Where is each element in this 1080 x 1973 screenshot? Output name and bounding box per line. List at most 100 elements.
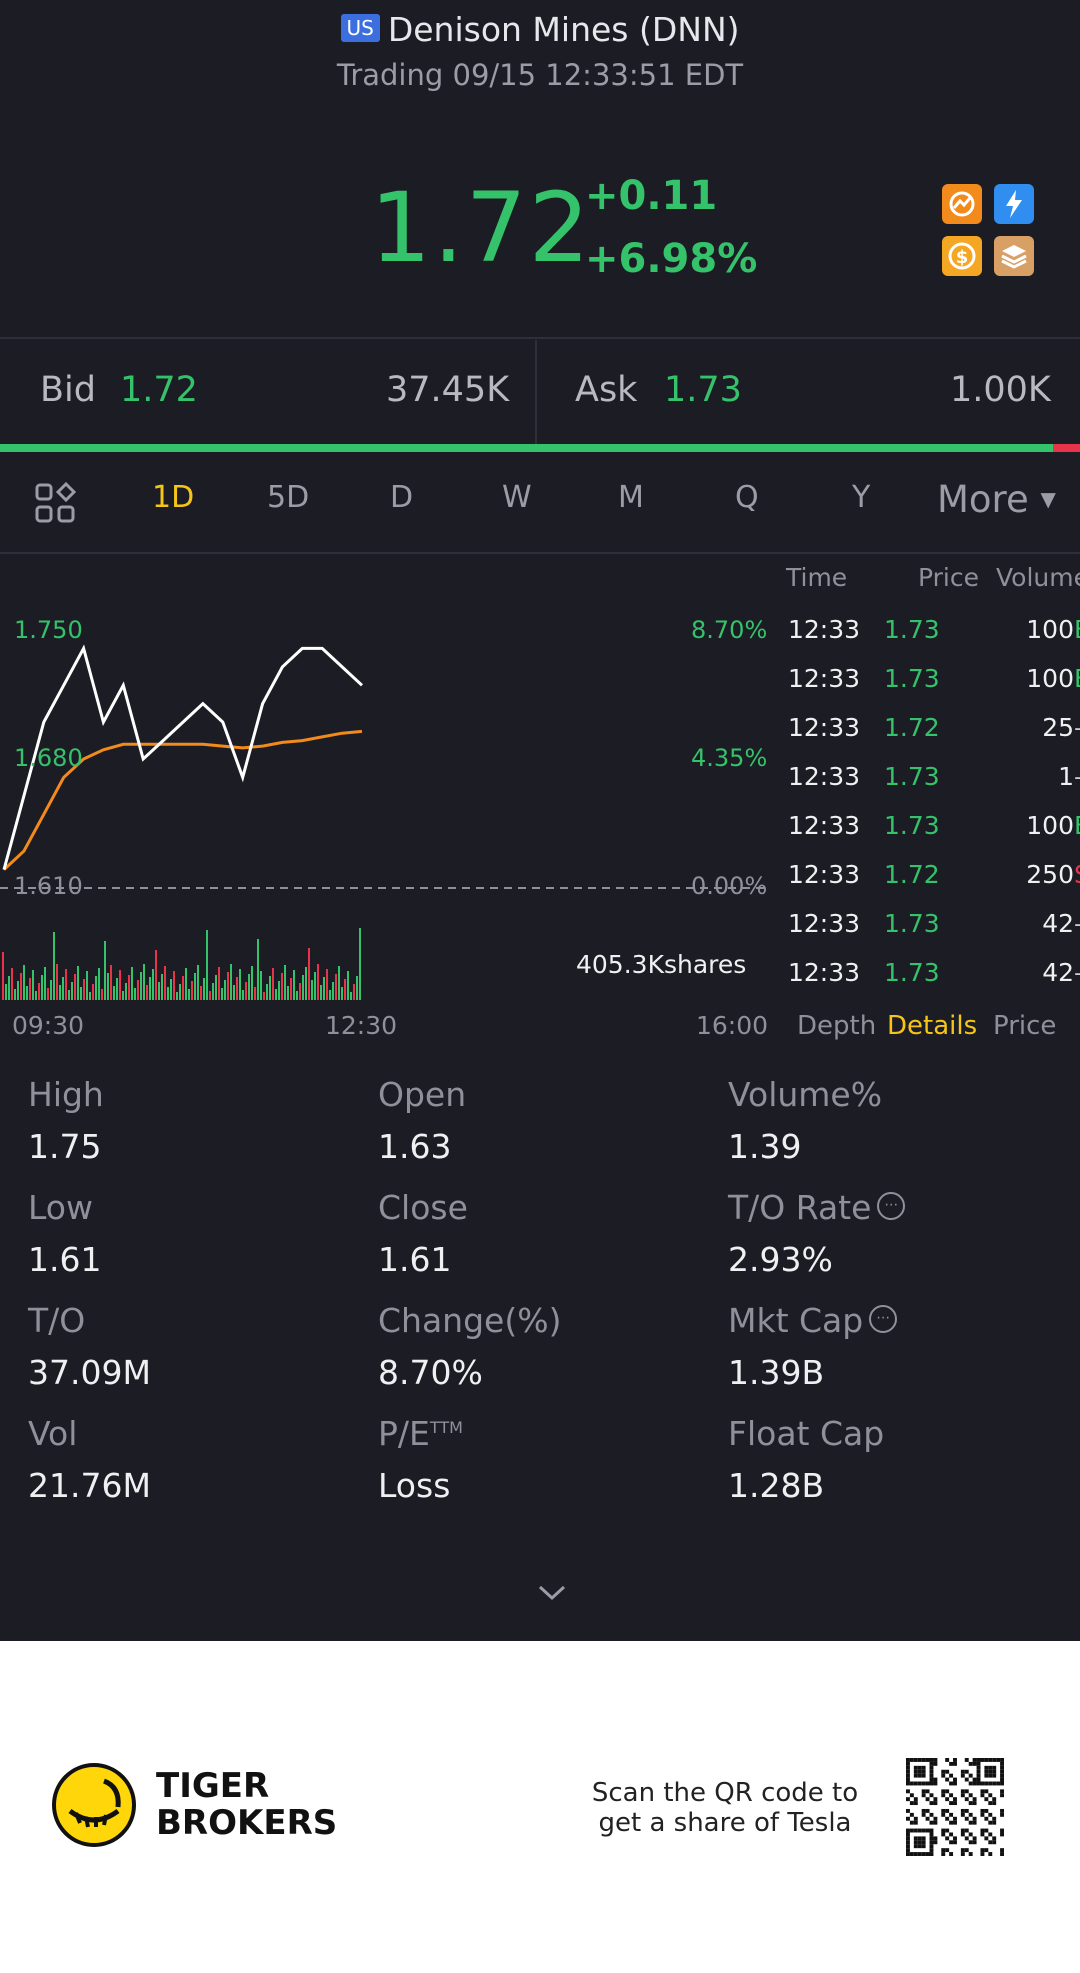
volume-bar <box>32 970 34 1000</box>
trade-price: 1.72 <box>884 713 940 742</box>
volume-bar <box>212 983 214 1000</box>
volume-bar <box>71 982 73 1000</box>
trade-price: 1.73 <box>884 615 940 644</box>
stack-icon[interactable] <box>994 236 1034 276</box>
volume-bar <box>191 981 193 1000</box>
volume-bar <box>143 964 145 1000</box>
volume-bar <box>314 972 316 1000</box>
volume-bar <box>353 984 355 1000</box>
volume-bar <box>20 973 22 1000</box>
tab-5d[interactable]: 5D <box>267 480 310 515</box>
cta-line1: Scan the QR code to <box>591 1778 859 1808</box>
volume-bar <box>194 973 196 1000</box>
trade-flag: B <box>1074 664 1080 693</box>
subtab-details[interactable]: Details <box>887 1011 978 1041</box>
volume-bar <box>320 985 322 1000</box>
tab-more-label: More <box>937 478 1029 521</box>
divider <box>0 552 1080 554</box>
volume-bar <box>59 985 61 1000</box>
volume-bar <box>95 976 97 1000</box>
subtab-price[interactable]: Price <box>993 1011 1057 1041</box>
trade-time: 12:33 <box>788 615 861 644</box>
divider <box>0 337 1080 339</box>
intraday-chart[interactable] <box>0 555 780 1045</box>
bid-ratio-fill <box>0 444 1053 452</box>
brand-name: TIGER BROKERS <box>156 1768 337 1842</box>
market-badge: US <box>340 13 380 42</box>
volume-bar <box>161 974 163 1000</box>
trade-volume: 42– <box>1042 958 1080 987</box>
ask-size: 1.00K <box>950 370 1051 410</box>
volume-bar <box>2 952 4 1000</box>
tab-y[interactable]: Y <box>852 480 871 515</box>
layout-grid-icon[interactable] <box>34 481 78 530</box>
volume-bar <box>8 976 10 1000</box>
tab-q[interactable]: Q <box>735 480 759 515</box>
stat-label: P/ETTM <box>378 1414 463 1453</box>
cta-line2: get a share of Tesla <box>598 1808 852 1838</box>
info-icon[interactable]: ⋯ <box>877 1191 906 1220</box>
trade-volume: 25– <box>1042 713 1080 742</box>
volume-bar <box>104 941 106 1000</box>
tab-more[interactable]: More ▼ <box>937 478 1056 521</box>
trading-status: Trading 09/15 12:33:51 EDT <box>336 58 744 92</box>
volume-bar <box>326 969 328 1000</box>
volume-bar <box>242 990 244 1000</box>
lightning-icon[interactable] <box>994 184 1034 224</box>
price-change-pct: +6.98% <box>585 236 758 282</box>
bid-ask-divider <box>535 340 537 444</box>
x-label-close: 16:00 <box>696 1011 769 1040</box>
stat-value: 1.28B <box>728 1466 825 1505</box>
volume-bar <box>62 977 64 1000</box>
volume-bar <box>305 967 307 1000</box>
volume-bar <box>329 990 331 1000</box>
volume-bar <box>263 992 265 1000</box>
volume-bar <box>248 974 250 1000</box>
stat-value: 1.75 <box>28 1127 102 1166</box>
info-icon[interactable]: ⋯ <box>869 1304 898 1333</box>
volume-bar <box>347 971 349 1000</box>
trade-row: 12:33 1.73 42– <box>788 909 1080 958</box>
trade-price: 1.73 <box>884 664 940 693</box>
x-label-mid: 12:30 <box>325 1011 398 1040</box>
trade-flag: – <box>1074 762 1080 791</box>
volume-bar <box>110 965 112 1000</box>
tab-m[interactable]: M <box>618 480 644 515</box>
dollar-icon[interactable]: $ <box>942 236 982 276</box>
tt-header-price: Price <box>918 563 979 592</box>
volume-bar <box>254 987 256 1000</box>
volume-bar <box>23 965 25 1000</box>
tab-w[interactable]: W <box>502 480 532 515</box>
volume-bar <box>179 984 181 1000</box>
subtab-depth[interactable]: Depth <box>797 1011 877 1041</box>
qr-code[interactable] <box>906 1758 1004 1856</box>
volume-bar <box>92 984 94 1000</box>
trade-row: 12:33 1.73 100B <box>788 811 1080 860</box>
tt-header-time: Time <box>786 563 848 592</box>
trade-price: 1.73 <box>884 811 940 840</box>
volume-bar <box>236 977 238 1000</box>
volume-bar <box>5 984 7 1000</box>
volume-bar <box>35 991 37 1000</box>
trade-flag: – <box>1074 958 1080 987</box>
volume-bar <box>308 948 310 1000</box>
price-change: +0.11 <box>585 173 718 219</box>
trade-flag: S <box>1074 860 1080 889</box>
tab-d[interactable]: D <box>390 480 414 515</box>
y-label-high: 1.750 <box>14 616 83 644</box>
chart-swap-icon[interactable] <box>942 184 982 224</box>
volume-bar <box>311 980 313 1000</box>
brand-line2: BROKERS <box>156 1803 338 1843</box>
bid-ask-ratio-bar <box>0 444 1080 452</box>
volume-bar <box>266 984 268 1000</box>
volume-bar <box>251 966 253 1000</box>
trade-time: 12:33 <box>788 811 861 840</box>
volume-bar <box>215 975 217 1000</box>
volume-bar <box>38 983 40 1000</box>
volume-bar <box>203 978 205 1000</box>
volume-bar <box>341 987 343 1000</box>
volume-bar <box>44 967 46 1000</box>
stat-value: 37.09M <box>28 1353 151 1392</box>
chevron-down-icon[interactable] <box>536 1582 568 1608</box>
tab-1d[interactable]: 1D <box>152 480 195 515</box>
